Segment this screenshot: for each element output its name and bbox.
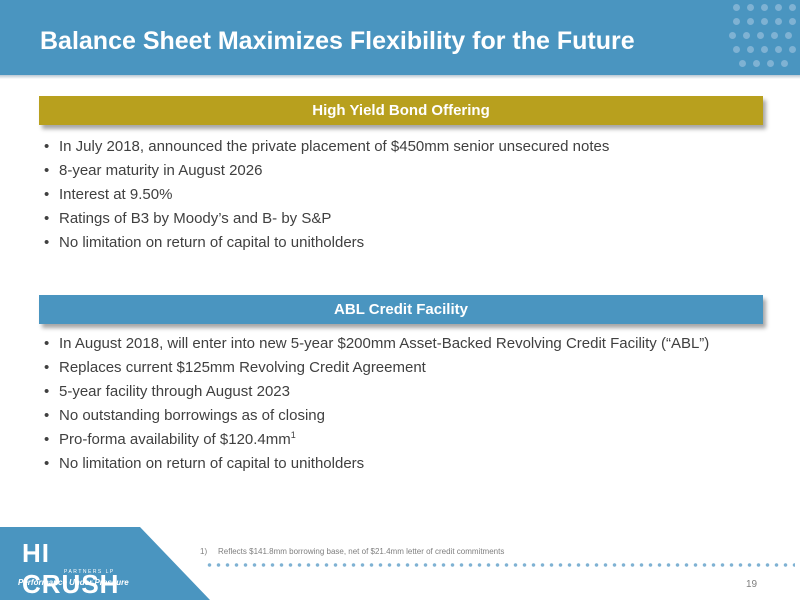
- footnote-text: Reflects $141.8mm borrowing base, net of…: [218, 547, 505, 556]
- abl-bullet-list: • In August 2018, will enter into new 5-y…: [44, 334, 784, 478]
- list-item: • No outstanding borrowings as of closing: [44, 407, 325, 424]
- section-header-bond-label: High Yield Bond Offering: [312, 102, 490, 119]
- list-item: • In July 2018, announced the private pla…: [44, 138, 610, 155]
- bullet-glyph: •: [44, 455, 50, 472]
- title-bar: [0, 0, 800, 75]
- list-item: • Pro-forma availability of $120.4mm1: [44, 430, 296, 449]
- bullet-glyph: •: [44, 383, 50, 400]
- list-item: • No limitation on return of capital to u…: [44, 234, 365, 251]
- bullet-glyph: •: [44, 359, 50, 376]
- list-item: • Replaces current $125mm Revolving Credi…: [44, 359, 426, 376]
- footnote-marker: 1: [290, 430, 296, 440]
- bullet-glyph: •: [44, 234, 50, 251]
- logo-wordmark: HI CRUSH: [22, 538, 120, 599]
- slide-title: Balance Sheet Maximizes Flexibility for …: [40, 27, 635, 55]
- bullet-glyph: •: [44, 335, 50, 352]
- list-item: • No limitation on return of capital to u…: [44, 455, 365, 472]
- bullet-glyph: •: [44, 138, 50, 155]
- list-item: • 8-year maturity in August 2026: [44, 162, 263, 179]
- list-item: • 5-year facility through August 2023: [44, 383, 290, 400]
- bond-bullet-list: • In July 2018, announced the private pla…: [44, 137, 784, 257]
- footer-dotted-divider: [205, 563, 795, 567]
- bullet-glyph: •: [44, 210, 50, 227]
- list-item: • Interest at 9.50%: [44, 186, 173, 203]
- bullet-glyph: •: [44, 186, 50, 203]
- page-number: 19: [746, 579, 758, 590]
- decorative-dots: [725, 0, 800, 75]
- footnote: 1) Reflects $141.8mm borrowing base, net …: [200, 547, 504, 556]
- bullet-glyph: •: [44, 162, 50, 179]
- footnote-number: 1): [200, 547, 208, 556]
- section-header-abl-label: ABL Credit Facility: [334, 301, 468, 318]
- list-item: • Ratings of B3 by Moody’s and B- by S&P: [44, 210, 332, 227]
- bullet-glyph: •: [44, 431, 50, 448]
- section-header-abl: ABL Credit Facility: [39, 295, 763, 324]
- company-logo: HI CRUSH PARTNERS LP Performance Under P…: [14, 538, 154, 599]
- bullet-glyph: •: [44, 407, 50, 424]
- title-bar-shadow: [0, 75, 800, 79]
- section-header-bond: High Yield Bond Offering: [39, 96, 763, 125]
- list-item: • In August 2018, will enter into new 5-y…: [44, 335, 710, 352]
- logo-subtitle: PARTNERS LP: [64, 569, 115, 575]
- logo-tagline: Performance Under Pressure: [18, 578, 129, 587]
